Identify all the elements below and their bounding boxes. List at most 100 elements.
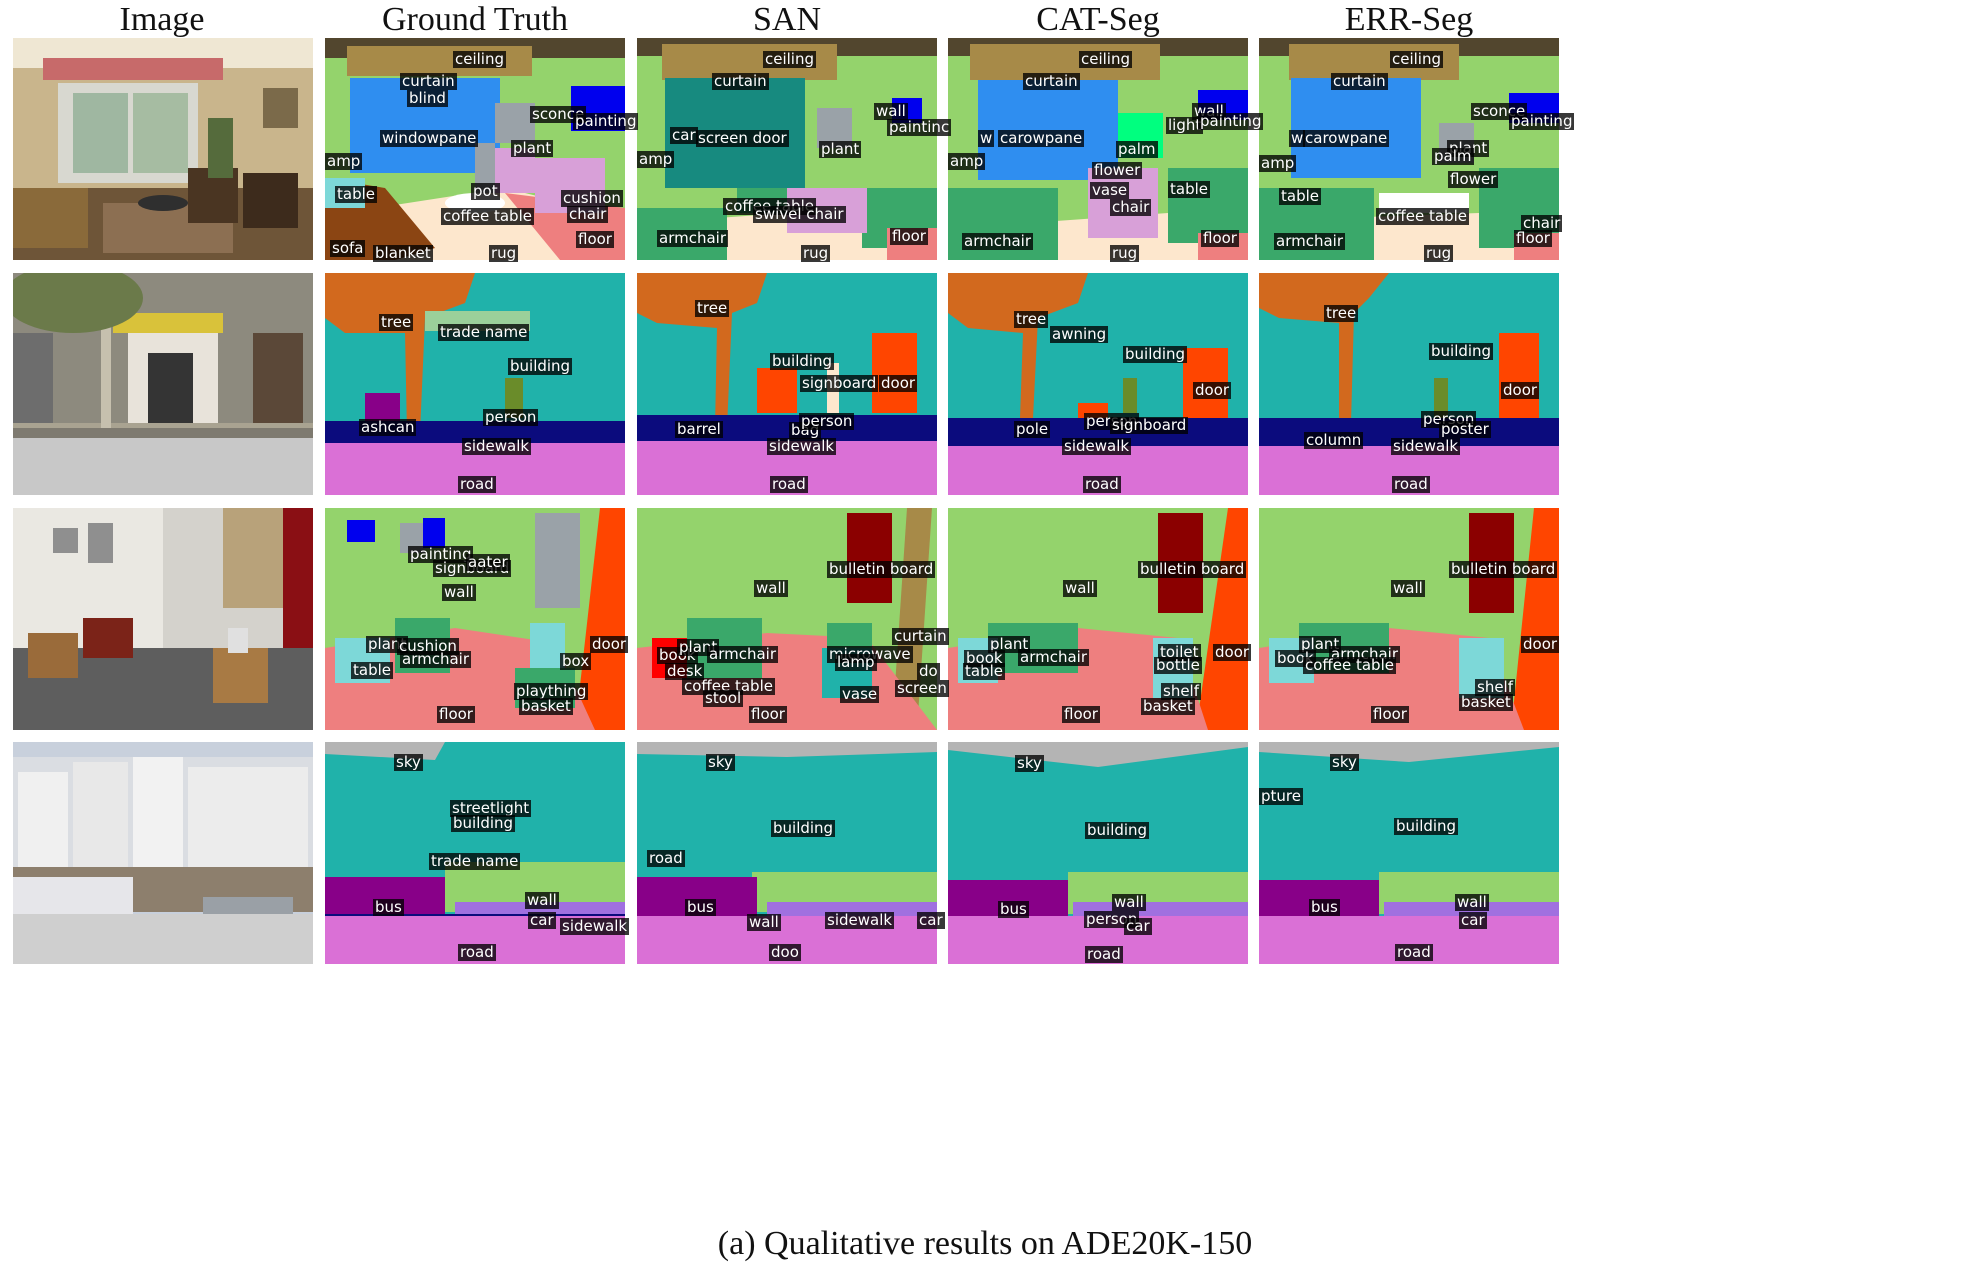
seg-label: sidewalk — [767, 438, 837, 455]
seg-label: blind — [407, 90, 448, 107]
seg-label: painting — [408, 546, 474, 563]
seg-label: building — [1085, 822, 1150, 839]
seg-label: curtain — [1331, 73, 1388, 90]
seg-label: wall — [874, 103, 908, 120]
seg-label: chair — [1110, 199, 1152, 216]
seg-label: rug — [801, 245, 831, 262]
seg-label: vase — [840, 686, 880, 703]
seg-label: bus — [373, 899, 404, 916]
seg-label: tree — [379, 314, 414, 331]
seg-label: painting — [573, 113, 639, 130]
seg-label: plant — [511, 140, 554, 157]
seg-label: carowpane — [998, 130, 1085, 147]
seg-label: amp — [325, 153, 363, 170]
seg-label: car — [670, 127, 698, 144]
segmentation-cat-bus-street — [948, 742, 1248, 964]
column-header-ground-truth: Ground Truth — [381, 1, 569, 38]
seg-label: chair — [1521, 215, 1563, 232]
seg-label: basket — [519, 698, 573, 715]
seg-label: building — [451, 815, 516, 832]
seg-label: chair — [567, 206, 609, 223]
seg-label: bulletin board — [1449, 561, 1558, 578]
seg-label: basket — [1459, 694, 1513, 711]
seg-label: coffee table — [441, 208, 534, 225]
seg-label: cushion — [561, 190, 623, 207]
seg-label: road — [1395, 944, 1433, 961]
seg-label: w — [1289, 130, 1306, 147]
seg-label: column — [1304, 432, 1364, 449]
seg-label: wall — [1063, 580, 1097, 597]
seg-label: flower — [1092, 162, 1143, 179]
seg-label: sidewalk — [1391, 438, 1461, 455]
seg-label: toilet — [1158, 644, 1201, 661]
seg-label: armchair — [400, 651, 471, 668]
seg-label: door — [879, 375, 918, 392]
seg-label: wall — [442, 584, 476, 601]
seg-label: screen — [895, 680, 949, 697]
seg-label: painting — [1509, 113, 1575, 130]
seg-label: do — [917, 663, 940, 680]
photo-bus-street — [13, 742, 313, 964]
seg-label: awning — [1050, 326, 1109, 343]
seg-label: carowpane — [1303, 130, 1390, 147]
seg-label: person — [799, 413, 855, 430]
segmentation-err-waiting-room — [1259, 508, 1559, 730]
seg-label: screen door — [696, 130, 789, 147]
seg-label: armchair — [657, 230, 728, 247]
seg-label: sidewalk — [560, 918, 630, 935]
segmentation-cat-living-room — [948, 38, 1248, 260]
seg-label: bus — [998, 901, 1029, 918]
seg-label: floor — [1371, 706, 1409, 723]
figure-caption: (a) Qualitative results on ADE20K-150 — [717, 1225, 1253, 1262]
seg-label: bulletin board — [1138, 561, 1247, 578]
seg-label: floor — [749, 706, 787, 723]
seg-label: bus — [1309, 899, 1340, 916]
seg-label: desk — [665, 663, 705, 680]
column-header-err-seg: ERR-Seg — [1344, 1, 1474, 38]
seg-label: floor — [1062, 706, 1100, 723]
seg-label: curtain — [400, 73, 457, 90]
seg-label: basket — [1141, 698, 1195, 715]
seg-label: sky — [706, 754, 735, 771]
seg-label: armchair — [1274, 233, 1345, 250]
seg-label: book — [964, 650, 1005, 667]
segmentation-san-living-room — [637, 38, 937, 260]
seg-label: car — [528, 912, 556, 929]
seg-label: amp — [1259, 155, 1297, 172]
seg-label: road — [458, 944, 496, 961]
seg-label: wall — [1112, 894, 1146, 911]
seg-label: table — [335, 186, 377, 203]
seg-label: signboard — [1110, 417, 1189, 434]
seg-label: building — [1123, 346, 1188, 363]
seg-label: pot — [471, 183, 500, 200]
seg-label: rug — [489, 245, 519, 262]
seg-label: ceiling — [453, 51, 507, 68]
seg-label: palm — [1432, 148, 1474, 165]
seg-label: wall — [525, 892, 559, 909]
seg-label: ceiling — [1079, 51, 1133, 68]
seg-label: table — [1279, 188, 1321, 205]
seg-label: blanket — [373, 245, 433, 262]
seg-label: building — [1429, 343, 1494, 360]
seg-label: road — [1392, 476, 1430, 493]
seg-label: trade name — [429, 853, 521, 870]
seg-label: rug — [1110, 245, 1140, 262]
seg-label: ceiling — [763, 51, 817, 68]
seg-label: sidewalk — [1062, 438, 1132, 455]
seg-label: floor — [576, 231, 614, 248]
photo-living-room — [13, 38, 313, 260]
seg-label: ashcan — [359, 419, 417, 436]
seg-label: road — [1085, 946, 1123, 963]
column-header-image: Image — [119, 1, 205, 38]
seg-label: door — [1193, 382, 1232, 399]
seg-label: tree — [1324, 305, 1359, 322]
seg-label: door — [1521, 636, 1560, 653]
seg-label: road — [1083, 476, 1121, 493]
seg-label: sconce — [530, 106, 587, 123]
seg-label: swivel chair — [753, 206, 846, 223]
segmentation-err-bus-street — [1259, 742, 1559, 964]
photo-street-shop — [13, 273, 313, 495]
seg-label: wall — [1455, 894, 1489, 911]
seg-label: light — [1166, 117, 1204, 134]
seg-label: tree — [1014, 311, 1049, 328]
